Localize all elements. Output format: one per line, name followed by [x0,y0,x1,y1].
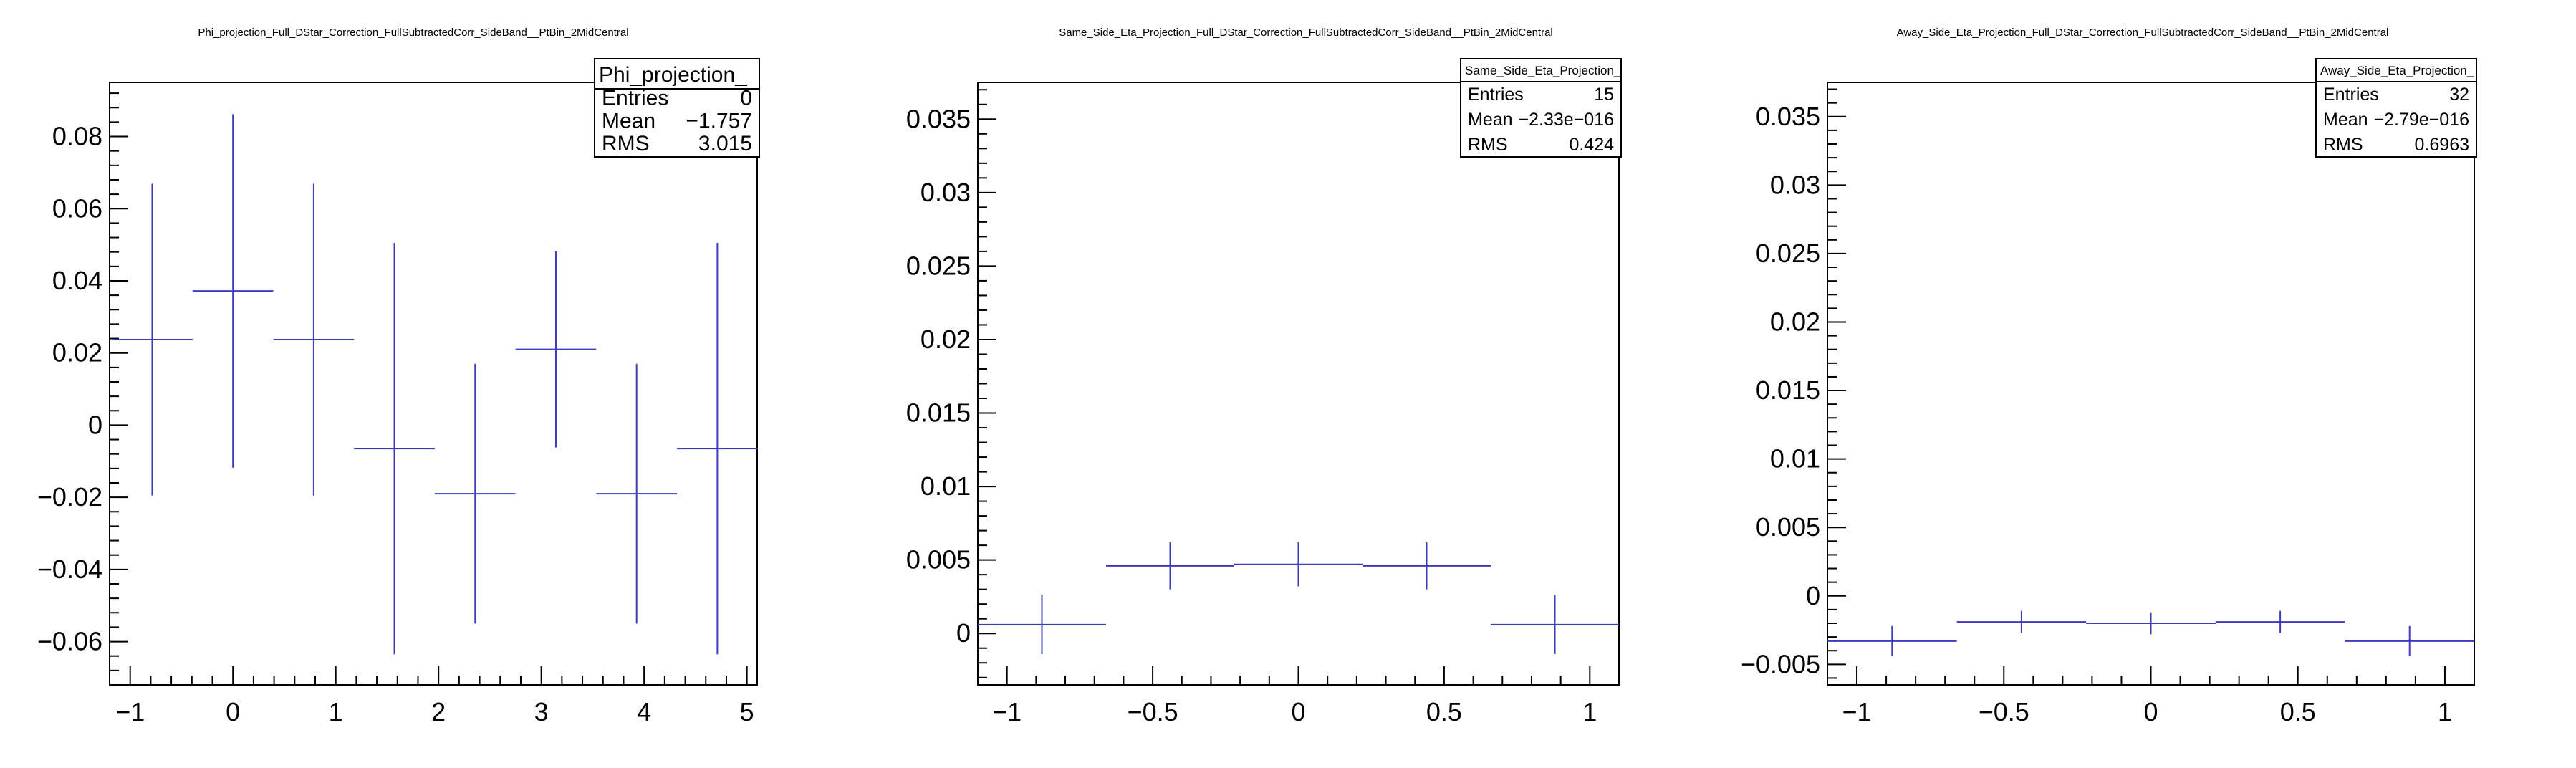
stats-value: −2.79e−016 [2374,110,2469,130]
x-tick-label: −0.5 [1128,697,1178,726]
stats-name: Same_Side_Eta_Projection_ [1465,64,1621,77]
stats-box [1460,58,1622,158]
x-tick-label: −1 [992,697,1022,726]
stats-value: 15 [1594,85,1614,105]
x-tick-label: 3 [534,697,549,726]
y-tick-label: 0.01 [1770,444,1820,474]
y-tick-label: 0.06 [52,193,102,223]
x-tick-label: 2 [431,697,446,726]
x-tick-label: 5 [740,697,754,726]
stats-label: Entries [2323,85,2379,105]
stats-name: Away_Side_Eta_Projection_ [2320,64,2474,77]
y-tick-label: 0.01 [921,471,971,501]
y-tick-label: −0.06 [37,627,102,656]
stats-value: 0 [740,87,752,110]
y-tick-label: 0 [956,618,971,648]
same-side-eta-chart: Same_Side_Eta_Projection_Full_DStar_Corr… [906,27,1622,726]
y-tick-label: 0.005 [1756,512,1820,542]
stats-value: 3.015 [698,132,752,155]
stats-value: 32 [2449,85,2469,105]
x-tick-label: 0 [1291,697,1305,726]
y-tick-label: −0.005 [1741,649,1820,678]
y-tick-label: 0.035 [1756,102,1820,131]
stats-value: −1.757 [686,109,752,133]
x-tick-label: 1 [2438,697,2452,726]
y-tick-label: −0.04 [37,555,102,584]
plot-frame [1827,82,2475,686]
stats-name: Phi_projection_ [599,63,748,87]
stats-label: Mean [1468,110,1513,130]
x-tick-label: 4 [637,697,651,726]
stats-label: Mean [2323,110,2368,130]
y-tick-label: 0.03 [1770,170,1820,199]
y-tick-label: 0.02 [1770,307,1820,336]
x-tick-label: 1 [329,697,343,726]
same-side-eta-panel: Same_Side_Eta_Projection_Full_DStar_Corr… [859,0,1718,768]
y-tick-label: 0.035 [906,104,971,133]
away-side-eta-panel: Away_Side_Eta_Projection_Full_DStar_Corr… [1718,0,2576,768]
y-tick-label: −0.02 [37,482,102,512]
y-tick-label: 0.025 [1756,239,1820,268]
stats-value: 0.424 [1569,135,1614,155]
y-tick-label: 0.04 [52,266,102,295]
y-tick-label: 0.03 [921,178,971,207]
x-tick-label: 0 [2143,697,2158,726]
x-tick-label: −1 [115,697,145,726]
stats-label: Entries [602,87,668,110]
phi-projection-panel: Phi_projection_Full_DStar_Correction_Ful… [0,0,859,768]
plot-frame [977,82,1620,686]
stats-value: −2.33e−016 [1519,110,1614,130]
chart-title: Same_Side_Eta_Projection_Full_DStar_Corr… [1059,27,1553,39]
stats-label: RMS [2323,135,2363,155]
stats-box [594,58,760,158]
stats-label: Mean [602,109,655,133]
x-tick-label: 0.5 [2280,697,2316,726]
y-tick-label: 0 [88,410,102,439]
away-side-eta-chart: Away_Side_Eta_Projection_Full_DStar_Corr… [1741,27,2477,726]
y-tick-label: 0.02 [921,325,971,354]
stats-label: RMS [602,132,650,155]
y-tick-label: 0 [1806,581,1820,610]
stats-value: 0.6963 [2415,135,2469,155]
phi-projection-chart: Phi_projection_Full_DStar_Correction_Ful… [37,27,760,726]
y-tick-label: 0.08 [52,122,102,151]
y-tick-label: 0.025 [906,251,971,280]
y-tick-label: 0.015 [1756,375,1820,405]
stats-label: RMS [1468,135,1508,155]
x-tick-label: 1 [1582,697,1597,726]
stats-label: Entries [1468,85,1524,105]
stats-box [2315,58,2477,158]
x-tick-label: −1 [1842,697,1872,726]
x-tick-label: 0.5 [1426,697,1462,726]
y-tick-label: 0.005 [906,545,971,575]
y-tick-label: 0.02 [52,338,102,368]
y-tick-label: 0.015 [906,398,971,428]
chart-title: Phi_projection_Full_DStar_Correction_Ful… [198,27,628,39]
plot-frame [109,82,758,686]
chart-title: Away_Side_Eta_Projection_Full_DStar_Corr… [1897,27,2389,39]
x-tick-label: 0 [226,697,240,726]
x-tick-label: −0.5 [1979,697,2029,726]
